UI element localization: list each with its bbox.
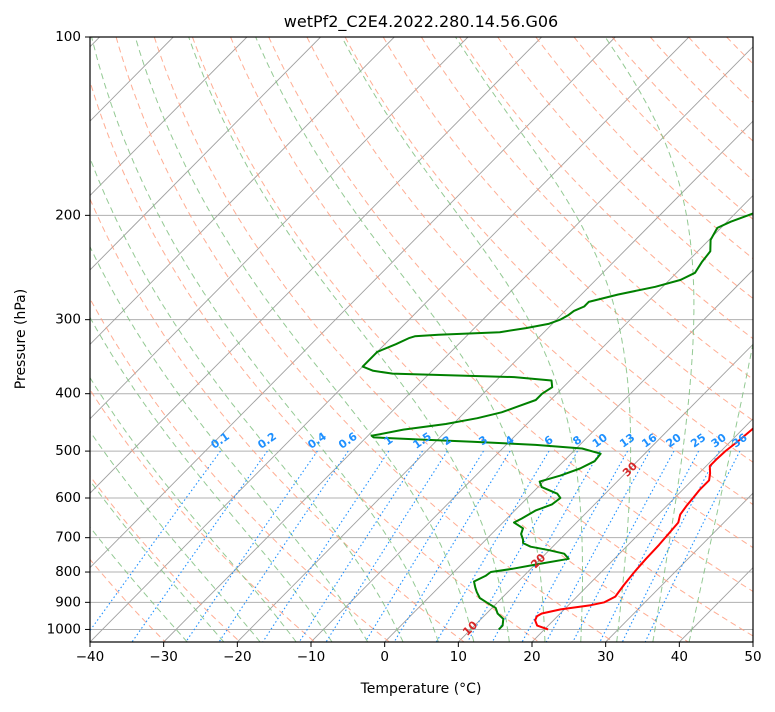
y-axis-label: Pressure (hPa) [13,289,29,389]
y-tick-label: 300 [55,312,81,328]
x-tick-label: −40 [76,649,105,665]
x-tick-label: −10 [297,649,326,665]
y-tick-label: 100 [55,29,81,45]
x-tick-label: 40 [671,649,688,665]
y-tick-label: 900 [55,594,81,610]
y-tick-label: 1000 [47,621,81,637]
x-tick-label: −20 [223,649,252,665]
x-tick-label: −30 [149,649,178,665]
x-axis-label: Temperature (°C) [360,681,482,697]
x-tick-label: 20 [523,649,540,665]
x-tick-label: 30 [597,649,614,665]
y-tick-label: 700 [55,530,81,546]
y-tick-label: 800 [55,564,81,580]
y-tick-label: 600 [55,490,81,506]
chart-title: wetPf2_C2E4.2022.280.14.56.G06 [284,12,558,32]
y-tick-label: 200 [55,207,81,223]
y-tick-label: 500 [55,443,81,459]
x-tick-label: 10 [450,649,467,665]
x-tick-label: 0 [380,649,389,665]
x-tick-label: 50 [744,649,761,665]
y-tick-label: 400 [55,386,81,402]
